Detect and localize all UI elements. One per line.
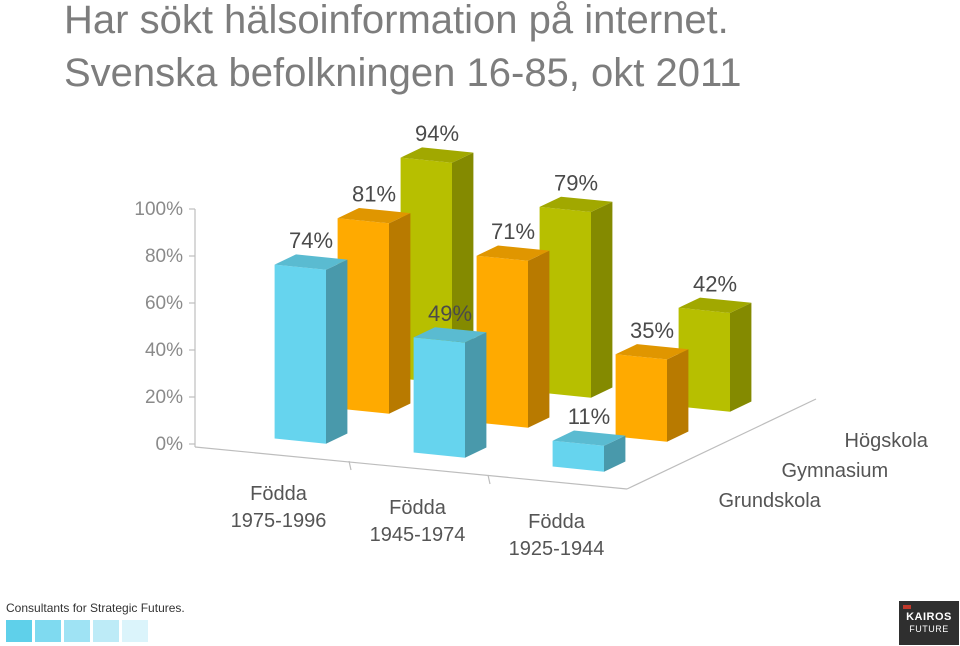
bar-front-face [678,307,730,412]
chart-title-line-1: Har sökt hälsoinformation på internet. [64,0,729,42]
bar-grundskola-1 [274,254,348,444]
bar-grundskola-3 [552,430,626,472]
y-tick-label: 60% [145,293,183,314]
chart-axes [189,208,817,490]
kairos-future-logo: KAIROS FUTURE [899,601,959,645]
x-category-label: Födda 1925-1944 [509,511,605,560]
x-category-label: Födda 1975-1996 [231,483,327,532]
bar-side-face [730,302,752,412]
y-tick-label: 20% [145,387,183,408]
bar-högskola-3 [678,297,752,412]
data-label: 74% [289,228,333,253]
y-tick-label: 80% [145,246,183,267]
series-label-högskola: Högskola [845,430,929,452]
bar-högskola-2 [539,196,613,398]
bar-top-face [678,297,752,313]
bar-top-face [400,147,474,163]
bar-top-face [337,208,411,224]
data-label: 71% [491,219,535,244]
data-label: 11% [568,404,610,429]
x-category-label: Födda 1945-1974 [370,497,466,546]
bar-front-face [400,157,452,384]
data-label: 42% [693,271,737,296]
bar-side-face [604,435,626,472]
bar-chart-3d: 0% 20% 40% 60% 80% 100% 94% 79% 42% 81% 71% 35% 74% 4… [134,121,928,560]
color-swatch [35,620,61,642]
x-axis-line [194,446,628,490]
bar-gymnasium-1 [337,208,411,414]
y-tick-label: 0% [156,434,184,455]
color-swatch [93,620,119,642]
bar-gymnasium-2 [476,245,550,428]
bar-front-face [413,337,465,458]
x-tick-mark [487,474,491,485]
series-label-grundskola: Grundskola [719,490,822,512]
bar-top-face [539,196,613,212]
chart-text-labels: 0% 20% 40% 60% 80% 100% 94% 79% 42% 81% 71% 35% 74% 4… [134,121,928,560]
data-label: 81% [352,182,396,207]
footer-tagline: Consultants for Strategic Futures. [6,601,185,615]
bar-side-face [389,213,411,414]
bar-side-face [591,201,613,398]
logo-text-line-2: FUTURE [909,624,949,634]
color-swatch [64,620,90,642]
bar-side-face [528,250,550,428]
logo-accent-mark [903,605,911,609]
bar-front-face [539,206,591,398]
bar-top-face [476,245,550,261]
logo-text-line-1: KAIROS [906,611,952,623]
bar-top-face [274,254,348,270]
x-tick-mark [348,460,352,471]
data-label: 35% [630,318,674,343]
bar-front-face [476,255,528,428]
bar-front-face [552,440,604,472]
bar-gymnasium-3 [615,344,689,442]
chart-bars [274,147,752,472]
data-label: 79% [554,170,598,195]
data-label: 49% [428,301,472,326]
series-label-gymnasium: Gymnasium [782,460,889,482]
bar-top-face [413,327,487,343]
bar-side-face [326,259,348,444]
bar-front-face [615,354,667,442]
bar-top-face [552,430,626,446]
bar-side-face [465,332,487,458]
y-tick-label: 40% [145,340,183,361]
chart-title-line-2: Svenska befolkningen 16-85, okt 2011 [64,51,742,95]
color-swatch [6,620,32,642]
bar-grundskola-2 [413,327,487,458]
bar-side-face [667,349,689,442]
bar-front-face [274,264,326,444]
data-label: 94% [415,121,459,146]
bar-högskola-1 [400,147,474,384]
color-swatch [122,620,148,642]
depth-axis-line [626,398,817,490]
bar-front-face [337,218,389,414]
bar-top-face [615,344,689,360]
bar-side-face [452,152,474,384]
footer-color-swatches [6,620,148,642]
y-tick-label: 100% [134,199,183,220]
